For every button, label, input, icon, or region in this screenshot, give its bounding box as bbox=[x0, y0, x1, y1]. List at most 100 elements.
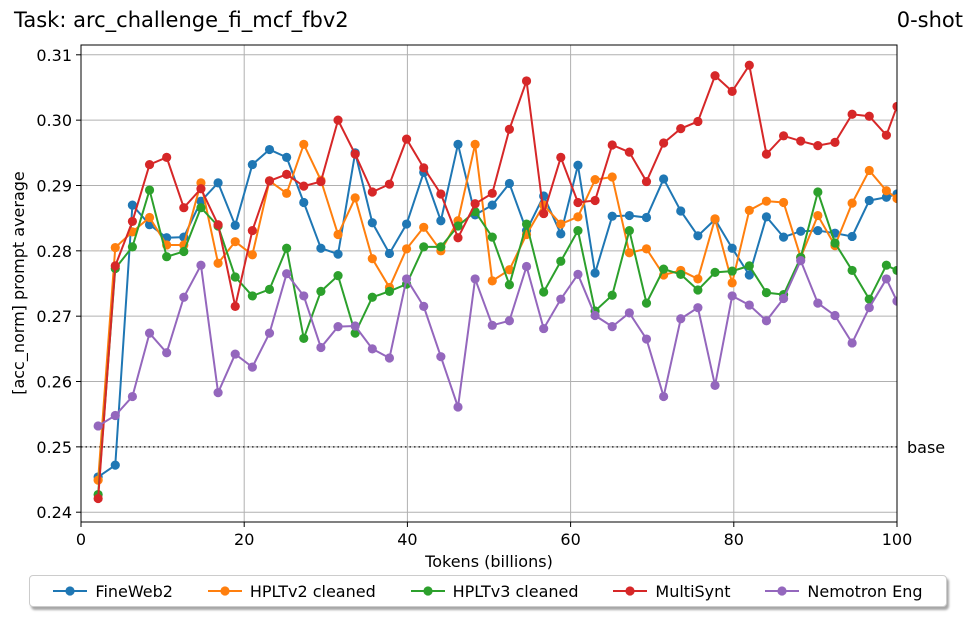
data-point bbox=[761, 316, 772, 326]
data-point bbox=[247, 159, 257, 170]
y-axis-ticks: 0.24 0.25 0.26 0.27 0.28 0.29 0.30 0.31 bbox=[36, 46, 81, 522]
data-point bbox=[847, 265, 857, 276]
data-point bbox=[316, 243, 326, 253]
data-point bbox=[710, 214, 720, 224]
data-point bbox=[384, 353, 395, 363]
data-point bbox=[864, 303, 874, 313]
data-point bbox=[778, 293, 789, 304]
data-point bbox=[487, 188, 497, 198]
legend-swatch-marker bbox=[65, 586, 76, 596]
data-point bbox=[436, 189, 446, 199]
x-axis-label: Tokens (billions) bbox=[424, 552, 553, 571]
series-hpltv2-cleaned bbox=[93, 139, 897, 485]
data-point bbox=[864, 165, 874, 176]
x-tick-label: 40 bbox=[397, 530, 417, 549]
legend-swatch bbox=[765, 586, 800, 596]
data-point bbox=[607, 140, 617, 150]
legend-swatch bbox=[207, 586, 242, 596]
data-point bbox=[282, 169, 292, 179]
data-point bbox=[778, 131, 789, 141]
data-point bbox=[796, 136, 806, 146]
data-point bbox=[881, 274, 891, 284]
data-point bbox=[641, 298, 652, 308]
x-tick-label: 0 bbox=[76, 530, 86, 549]
data-point bbox=[264, 328, 275, 338]
data-point bbox=[333, 271, 343, 281]
data-point bbox=[282, 269, 292, 279]
plot-frame bbox=[80, 44, 898, 523]
data-point bbox=[813, 298, 823, 308]
data-point bbox=[556, 152, 566, 162]
data-point bbox=[641, 176, 652, 187]
y-tick-label: 0.24 bbox=[36, 503, 72, 522]
data-point bbox=[847, 338, 857, 348]
series-fineweb2 bbox=[93, 139, 897, 482]
data-point bbox=[864, 111, 874, 121]
series-line bbox=[97, 144, 897, 478]
y-tick-label: 0.26 bbox=[36, 373, 72, 392]
data-point bbox=[384, 248, 395, 259]
data-point bbox=[93, 493, 103, 504]
data-point bbox=[384, 179, 395, 189]
data-point bbox=[367, 218, 377, 228]
legend-item: Nemotron Eng bbox=[765, 582, 923, 601]
data-point bbox=[127, 242, 138, 252]
data-point bbox=[144, 328, 155, 338]
legend-item: FineWeb2 bbox=[53, 582, 173, 601]
data-point bbox=[659, 391, 669, 402]
data-point bbox=[710, 267, 720, 277]
data-point bbox=[127, 216, 138, 227]
data-point bbox=[179, 292, 189, 302]
data-point bbox=[676, 269, 686, 279]
data-point bbox=[367, 344, 377, 354]
data-point bbox=[556, 256, 566, 266]
data-point bbox=[350, 149, 360, 159]
data-point bbox=[487, 276, 497, 286]
data-point bbox=[830, 310, 840, 321]
data-point bbox=[419, 222, 429, 232]
series-line bbox=[97, 62, 897, 499]
data-point bbox=[830, 238, 840, 248]
data-point bbox=[179, 203, 189, 213]
data-point bbox=[556, 219, 566, 229]
data-point bbox=[521, 219, 532, 229]
data-point bbox=[333, 322, 343, 332]
data-point bbox=[436, 216, 446, 226]
data-point bbox=[419, 301, 429, 311]
data-point bbox=[744, 270, 754, 280]
data-point bbox=[761, 196, 772, 206]
legend-swatch bbox=[410, 586, 445, 596]
data-point bbox=[778, 197, 789, 208]
data-point bbox=[213, 388, 223, 398]
data-point bbox=[573, 160, 583, 170]
data-point bbox=[350, 328, 360, 338]
data-point bbox=[641, 212, 652, 223]
data-point bbox=[333, 249, 343, 259]
y-tick-label: 0.25 bbox=[36, 438, 72, 457]
series-line bbox=[97, 186, 897, 495]
data-point bbox=[727, 291, 737, 301]
data-point bbox=[830, 137, 840, 147]
data-point bbox=[504, 178, 514, 189]
baseline-label: base bbox=[907, 438, 945, 457]
data-point bbox=[179, 246, 189, 257]
legend-swatch bbox=[53, 586, 88, 596]
data-point bbox=[813, 141, 823, 151]
data-point bbox=[847, 198, 857, 208]
data-point bbox=[607, 172, 617, 182]
x-tick-label: 60 bbox=[560, 530, 580, 549]
legend-swatch-marker bbox=[777, 586, 788, 596]
y-tick-label: 0.28 bbox=[36, 242, 72, 261]
data-point bbox=[470, 274, 480, 284]
data-point bbox=[144, 159, 155, 170]
data-point bbox=[316, 286, 326, 296]
data-point bbox=[864, 294, 874, 304]
data-point bbox=[624, 308, 634, 318]
data-point bbox=[607, 290, 617, 300]
data-point bbox=[573, 225, 583, 236]
data-point bbox=[676, 314, 686, 324]
chart-shot-label: 0-shot bbox=[897, 8, 963, 32]
data-point bbox=[590, 310, 600, 321]
data-point bbox=[813, 210, 823, 221]
data-point bbox=[230, 272, 240, 282]
